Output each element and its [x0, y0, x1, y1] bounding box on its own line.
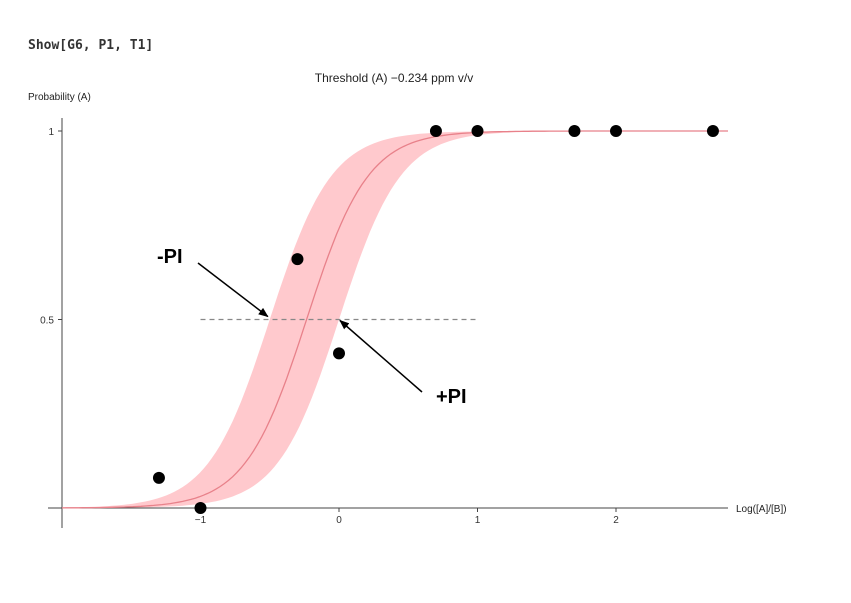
y-tick-label: 1 [48, 127, 54, 138]
data-point [194, 502, 207, 514]
chart-title: Threshold (A) −0.234 ppm v/v [315, 71, 473, 85]
fit-curve [61, 130, 728, 509]
y-axis-label: Probability (A) [28, 92, 91, 103]
data-point [471, 125, 484, 137]
confidence-band [62, 131, 728, 508]
y-tick-label: 0.5 [40, 316, 54, 327]
annotation-arrow [339, 319, 423, 393]
x-tick-label: 2 [613, 515, 619, 526]
annotation-label: -PI [157, 246, 183, 268]
x-axis-label: Log([A]/[B]) [736, 504, 787, 515]
x-tick-label: 1 [475, 515, 481, 526]
annotation-arrow [197, 262, 269, 318]
data-point [610, 125, 622, 137]
x-tick-label: −1 [195, 515, 207, 526]
data-point [152, 471, 165, 484]
code-input: Show[G6, P1, T1] [28, 38, 154, 53]
x-tick-label: 0 [336, 515, 342, 526]
annotation-label: +PI [436, 386, 467, 408]
data-point [333, 347, 345, 360]
data-point [568, 125, 581, 137]
data-point [706, 125, 719, 137]
data-point [291, 253, 304, 266]
data-point [429, 125, 442, 137]
